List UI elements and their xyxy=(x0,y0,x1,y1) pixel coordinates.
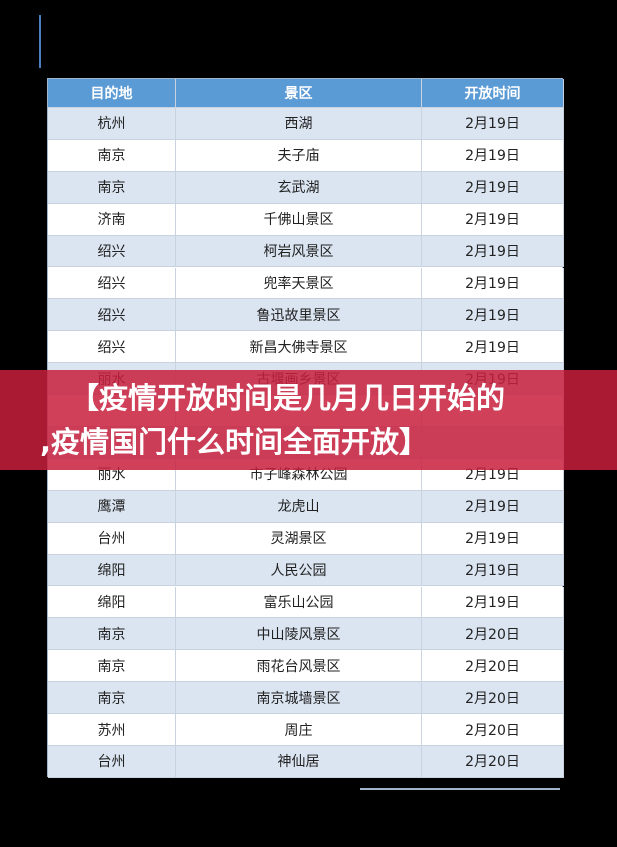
banner-line: 【疫情开放时间是几月几日开始的 xyxy=(70,381,506,415)
table-cell: 2月19日 xyxy=(422,267,564,300)
table-cell: 2月19日 xyxy=(422,331,564,364)
table-cell: 绍兴 xyxy=(48,235,176,268)
table-cell: 中山陵风景区 xyxy=(176,618,422,651)
table-cell: 南京 xyxy=(48,682,176,715)
table-cell: 南京 xyxy=(48,650,176,683)
table-cell: 2月19日 xyxy=(422,299,564,332)
table-cell: 2月19日 xyxy=(422,171,564,204)
table-cell: 柯岩风景区 xyxy=(176,235,422,268)
table-cell: 2月19日 xyxy=(422,522,564,555)
table-cell: 2月20日 xyxy=(422,682,564,715)
header-cell: 目的地 xyxy=(48,79,176,108)
table-cell: 富乐山公园 xyxy=(176,586,422,619)
table-cell: 杭州 xyxy=(48,108,176,140)
table-cell: 西湖 xyxy=(176,108,422,140)
header-cell: 景区 xyxy=(176,79,422,108)
table-cell: 绍兴 xyxy=(48,299,176,332)
table-cell: 2月20日 xyxy=(422,650,564,683)
table-cell: 苏州 xyxy=(48,714,176,746)
table-cell: 台州 xyxy=(48,522,176,555)
table-cell: 雨花台风景区 xyxy=(176,650,422,683)
banner-line: ,疫情国门什么时间全面开放】 xyxy=(40,425,429,459)
accent-line xyxy=(39,15,41,68)
table-cell: 南京 xyxy=(48,139,176,172)
table-cell: 济南 xyxy=(48,203,176,236)
table-cell: 南京 xyxy=(48,618,176,651)
table-cell: 2月19日 xyxy=(422,554,564,587)
table-cell: 2月19日 xyxy=(422,203,564,236)
title-banner: 【疫情开放时间是几月几日开始的 ,疫情国门什么时间全面开放】 xyxy=(0,370,617,470)
table-cell: 2月19日 xyxy=(422,108,564,140)
table-cell: 灵湖景区 xyxy=(176,522,422,555)
table-cell: 新昌大佛寺景区 xyxy=(176,331,422,364)
table-cell: 南京城墙景区 xyxy=(176,682,422,715)
table-cell: 2月20日 xyxy=(422,618,564,651)
table-cell: 兜率天景区 xyxy=(176,267,422,300)
table-cell: 2月19日 xyxy=(422,235,564,268)
table-cell: 龙虎山 xyxy=(176,490,422,523)
table-cell: 南京 xyxy=(48,171,176,204)
table-cell: 绵阳 xyxy=(48,586,176,619)
table-cell: 台州 xyxy=(48,746,176,778)
table-cell: 夫子庙 xyxy=(176,139,422,172)
table-cell: 玄武湖 xyxy=(176,171,422,204)
table-cell: 绵阳 xyxy=(48,554,176,587)
table-cell: 绍兴 xyxy=(48,331,176,364)
table-cell: 人民公园 xyxy=(176,554,422,587)
table-cell: 2月19日 xyxy=(422,490,564,523)
header-cell: 开放时间 xyxy=(422,79,564,108)
table-cell: 鹰潭 xyxy=(48,490,176,523)
table-cell: 鲁迅故里景区 xyxy=(176,299,422,332)
table-cell: 神仙居 xyxy=(176,746,422,778)
table-cell: 周庄 xyxy=(176,714,422,746)
table-cell: 2月19日 xyxy=(422,139,564,172)
table-cell: 2月20日 xyxy=(422,714,564,746)
table-cell: 千佛山景区 xyxy=(176,203,422,236)
footer-line xyxy=(360,788,560,790)
table-cell: 2月19日 xyxy=(422,586,564,619)
table-cell: 2月20日 xyxy=(422,746,564,778)
table-cell: 绍兴 xyxy=(48,267,176,300)
